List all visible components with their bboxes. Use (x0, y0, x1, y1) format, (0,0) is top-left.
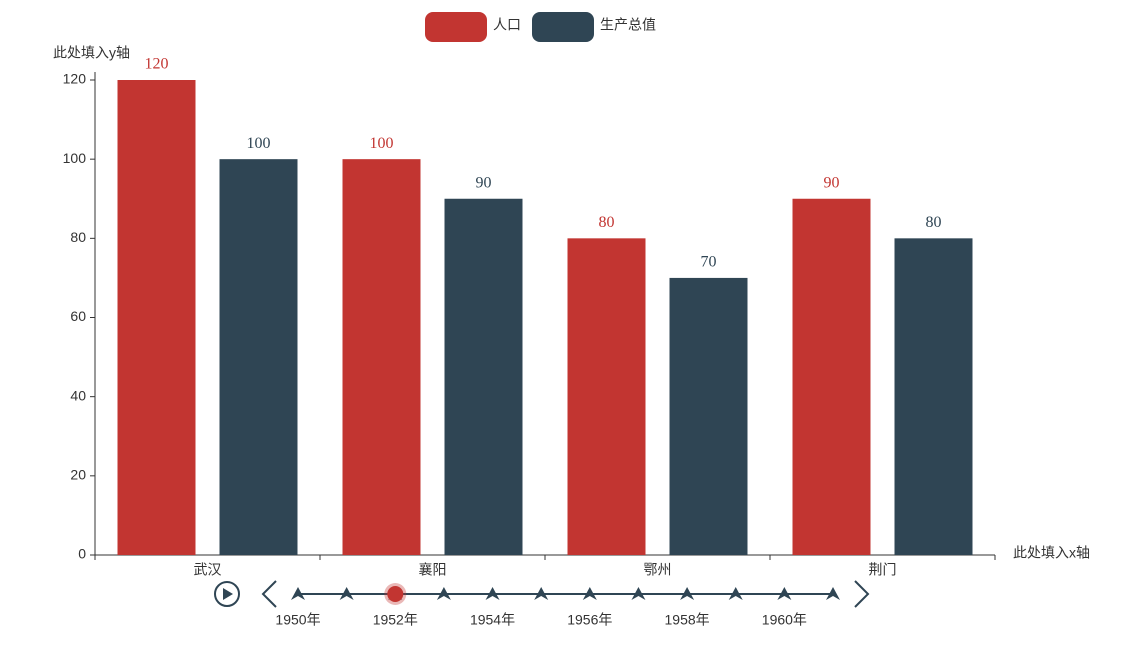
x-tick-label: 襄阳 (419, 562, 447, 578)
y-tick-label: 80 (70, 229, 86, 245)
timeline-marker[interactable] (339, 587, 354, 600)
x-axis-name: 此处填入x轴 (1013, 545, 1090, 561)
legend-label[interactable]: 生产总值 (600, 17, 656, 33)
timeline-marker[interactable] (485, 587, 500, 600)
value-label: 70 (701, 254, 717, 271)
timeline-label: 1956年 (567, 612, 612, 628)
timeline-marker[interactable] (582, 587, 597, 600)
y-tick-label: 40 (70, 387, 86, 403)
timeline-marker[interactable] (534, 587, 549, 600)
timeline-marker[interactable] (291, 587, 305, 600)
x-tick-label: 荆门 (869, 562, 897, 578)
timeline-label: 1958年 (665, 612, 710, 628)
timeline-marker[interactable] (680, 587, 695, 600)
bar (567, 238, 646, 556)
y-tick-label: 60 (70, 308, 86, 324)
value-label: 80 (599, 214, 615, 231)
prev-button[interactable] (261, 580, 277, 608)
play-icon (223, 588, 233, 600)
bar (117, 80, 196, 555)
play-button[interactable] (214, 581, 240, 607)
timeline-marker[interactable] (728, 587, 743, 600)
timeline-marker[interactable] (631, 587, 646, 600)
y-tick-label: 20 (70, 467, 86, 483)
timeline-label: 1952年 (373, 612, 418, 628)
value-label: 90 (476, 174, 492, 191)
legend-swatch[interactable] (425, 12, 487, 42)
value-label: 100 (370, 135, 394, 152)
timeline-label: 1960年 (762, 612, 807, 628)
legend-swatch[interactable] (532, 12, 594, 42)
value-label: 90 (824, 174, 840, 191)
timeline-label: 1954年 (470, 612, 515, 628)
bar (219, 159, 298, 555)
y-tick-label: 120 (63, 71, 87, 87)
bar (792, 198, 871, 555)
timeline-marker[interactable] (436, 587, 451, 600)
next-button[interactable] (854, 580, 870, 608)
legend-label[interactable]: 人口 (493, 17, 521, 33)
x-tick-label: 鄂州 (644, 562, 672, 578)
timeline-marker[interactable] (777, 587, 792, 600)
bar (894, 238, 973, 556)
value-label: 120 (145, 56, 169, 73)
bar (342, 159, 421, 555)
timeline-label: 1950年 (275, 612, 320, 628)
bar (669, 277, 748, 555)
bar (444, 198, 523, 555)
timeline-current[interactable] (387, 586, 404, 602)
y-tick-label: 100 (63, 150, 87, 166)
y-axis-name: 此处填入y轴 (53, 45, 130, 61)
value-label: 100 (247, 135, 271, 152)
y-tick-label: 0 (78, 546, 86, 562)
x-tick-label: 武汉 (194, 562, 222, 578)
value-label: 80 (926, 214, 942, 231)
timeline-marker[interactable] (826, 587, 840, 600)
